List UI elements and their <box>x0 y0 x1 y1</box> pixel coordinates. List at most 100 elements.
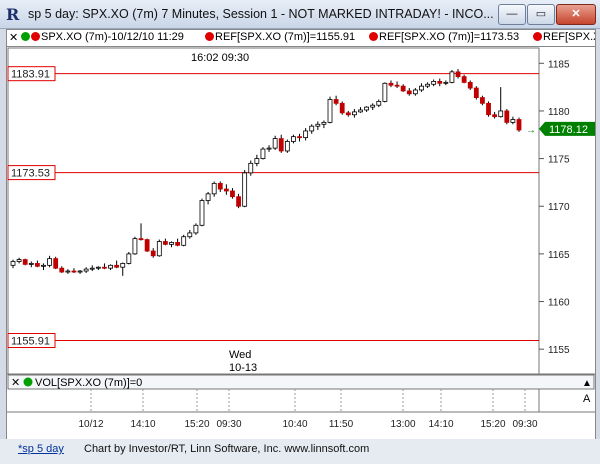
last-price-tag <box>539 121 595 136</box>
x-tick-label: 11:50 <box>329 419 354 430</box>
close-button[interactable]: ✕ <box>556 4 596 25</box>
candle-body <box>291 136 296 142</box>
candle <box>150 248 156 258</box>
candle-body <box>272 138 278 149</box>
ref-legend-3[interactable]: REF[SPX.XO <box>533 31 595 43</box>
plot-frame <box>7 47 540 375</box>
y-tick-label: 1170 <box>548 202 570 213</box>
last-price-label: 1178.12 <box>549 124 588 136</box>
candle <box>114 260 120 269</box>
candle <box>16 257 22 264</box>
candle-body <box>339 102 345 114</box>
candle-body <box>449 71 455 83</box>
ref-line-label: 1183.91 <box>11 69 50 81</box>
candle <box>175 238 181 247</box>
candle <box>467 80 473 90</box>
candle <box>205 191 211 205</box>
candle-body <box>150 250 156 257</box>
candle-body <box>327 99 333 123</box>
candle <box>187 230 193 239</box>
x-tick-label: 14:10 <box>428 419 453 430</box>
candle-body <box>510 119 516 123</box>
candle-body <box>193 224 199 234</box>
y-tick-label: 1160 <box>548 298 570 309</box>
candle <box>217 181 223 192</box>
scroll-up-icon[interactable]: ▲ <box>582 378 592 389</box>
candle <box>278 134 284 153</box>
candle <box>156 239 162 257</box>
candle <box>126 251 132 265</box>
candle-body <box>95 266 101 269</box>
candle <box>47 255 52 268</box>
candle <box>230 188 235 199</box>
candle-body <box>59 267 65 273</box>
red-dot-icon <box>205 32 214 41</box>
chart-page-link[interactable]: *sp 5 day <box>18 443 64 455</box>
candle <box>370 103 376 110</box>
ref-legend-2[interactable]: REF[SPX.XO (7m)]=1173.53 <box>369 31 519 43</box>
candle <box>303 128 309 141</box>
day-label: Wed <box>229 349 251 361</box>
candle-body <box>315 123 321 127</box>
candle <box>22 258 28 266</box>
candle <box>419 83 424 92</box>
candle-body <box>254 158 260 164</box>
candle-body <box>163 241 168 245</box>
candle-body <box>16 259 22 262</box>
volume-label: VOL[SPX.XO (7m)]=0 <box>35 377 142 389</box>
ref-label: REF[SPX.XO <box>543 31 595 43</box>
candle-body <box>473 87 479 98</box>
restore-button[interactable]: ▭ <box>527 4 555 25</box>
candle-body <box>199 200 205 226</box>
candle-body <box>492 114 498 118</box>
price-chart[interactable]: 16:02 09:30 Wed 10-13 1183.91 1173.53 1155… <box>6 46 596 440</box>
candle-body <box>28 263 34 265</box>
green-dot-icon <box>21 32 30 41</box>
candle-body <box>431 81 437 85</box>
candle <box>321 120 327 129</box>
symbol-legend[interactable]: SPX.XO (7m)-10/12/10 11:29 <box>21 31 184 43</box>
ref-label-box <box>7 165 56 181</box>
candle <box>473 86 479 100</box>
x-tick-label: 15:20 <box>480 419 505 430</box>
candle-body <box>425 83 430 87</box>
candle <box>364 106 369 112</box>
candle <box>102 263 107 270</box>
minimize-button[interactable]: — <box>498 4 526 25</box>
candle <box>108 264 113 271</box>
candle <box>291 134 296 144</box>
candle <box>10 259 16 269</box>
candle <box>297 133 302 142</box>
candle <box>211 181 217 197</box>
candle-body <box>260 148 266 159</box>
candle-body <box>89 267 95 270</box>
window-title: sp 5 day: SPX.XO (7m) 7 Minutes, Session… <box>28 7 494 21</box>
candle <box>461 74 467 84</box>
y-tick-label: 1180 <box>548 107 570 118</box>
candle <box>486 101 491 117</box>
ref-legend-1[interactable]: REF[SPX.XO (7m)]=1155.91 <box>205 31 355 43</box>
candle-body <box>345 112 351 116</box>
candle <box>266 145 272 152</box>
volume-close-icon[interactable]: ✕ <box>11 377 20 389</box>
close-icon[interactable]: ✕ <box>9 32 19 44</box>
candle-body <box>181 236 187 246</box>
scale-toggle[interactable]: A <box>583 393 591 405</box>
candle <box>516 117 522 132</box>
candle <box>449 69 455 84</box>
candlestick-chart[interactable]: 16:02 09:30 Wed 10-13 1183.91 1173.53 1155… <box>7 47 595 439</box>
candle-body <box>309 125 315 132</box>
ref-label: REF[SPX.XO (7m)]=1173.53 <box>379 31 520 43</box>
title-bar[interactable]: R sp 5 day: SPX.XO (7m) 7 Minutes, Sessi… <box>0 0 600 29</box>
candle-body <box>419 85 424 91</box>
candle <box>144 238 150 252</box>
ref-label-box <box>7 66 56 82</box>
candle <box>34 260 40 268</box>
candle <box>339 101 345 115</box>
candle <box>272 135 278 151</box>
candle <box>412 88 418 96</box>
candle <box>132 236 138 255</box>
candle-body <box>169 242 174 245</box>
candle-body <box>120 263 126 268</box>
candle-body <box>41 264 46 267</box>
